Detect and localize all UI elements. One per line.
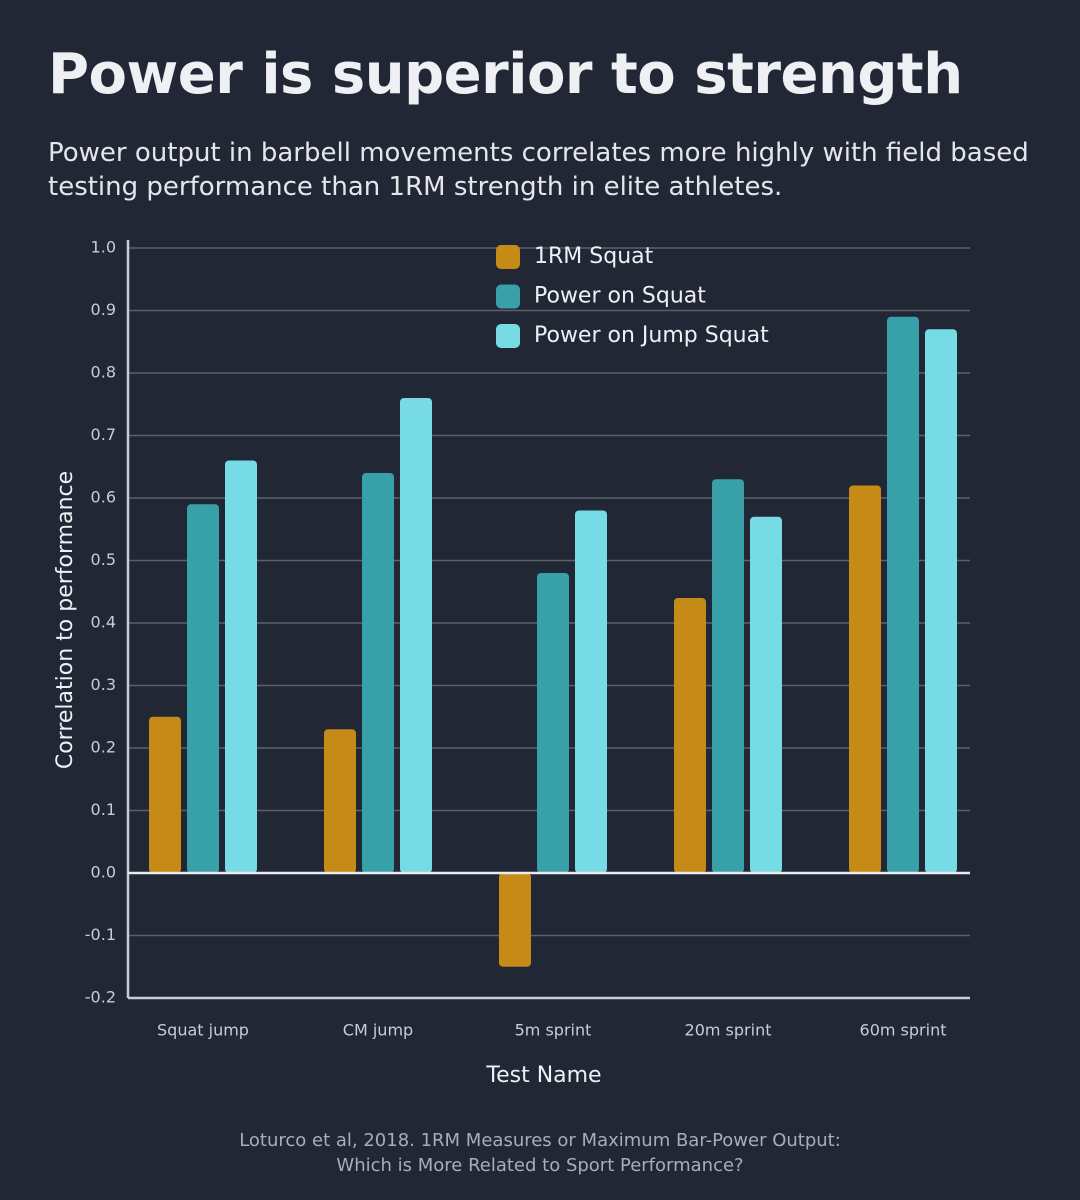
x-tick-label: 60m sprint [860, 1021, 947, 1040]
legend-swatch [496, 245, 520, 269]
legend-swatch [496, 284, 520, 309]
y-axis-label: Correlation to performance [53, 471, 78, 769]
legend-label: Power on Jump Squat [534, 323, 769, 348]
y-tick-label: -0.1 [85, 925, 116, 944]
legend-swatch [496, 324, 520, 348]
bar [362, 473, 394, 873]
bar [324, 729, 356, 873]
y-tick-label: 0.2 [91, 738, 116, 757]
bar [499, 873, 531, 967]
y-tick-label: -0.2 [85, 988, 116, 1007]
bar [925, 329, 957, 873]
y-tick-label: 0.5 [91, 550, 116, 569]
bar [149, 716, 181, 873]
bar [849, 485, 881, 873]
bar [400, 398, 432, 873]
source-note: Which is More Related to Sport Performan… [336, 1155, 743, 1176]
x-tick-label: Squat jump [157, 1021, 249, 1040]
y-tick-label: 0.8 [91, 363, 116, 382]
bar [575, 510, 607, 873]
y-tick-label: 0.6 [91, 488, 116, 507]
bar [537, 573, 569, 873]
bar [750, 516, 782, 873]
bar [887, 316, 919, 873]
y-tick-label: 0.0 [91, 863, 116, 882]
bar [225, 460, 257, 873]
y-tick-label: 0.1 [91, 800, 116, 819]
y-tick-label: 0.9 [91, 300, 116, 319]
chart-title: Power is superior to strength [48, 42, 963, 107]
chart-subtitle: Power output in barbell movements correl… [48, 138, 1029, 202]
bar [187, 504, 219, 873]
y-tick-label: 0.4 [91, 613, 116, 632]
x-tick-label: CM jump [343, 1021, 413, 1040]
legend-label: Power on Squat [534, 284, 706, 309]
y-tick-label: 0.7 [91, 425, 116, 444]
bar [674, 598, 706, 873]
y-tick-label: 1.0 [91, 238, 116, 257]
x-axis-label: Test Name [485, 1063, 601, 1088]
bar [712, 479, 744, 873]
x-tick-label: 5m sprint [515, 1021, 592, 1040]
y-tick-label: 0.3 [91, 675, 116, 694]
source-note: Loturco et al, 2018. 1RM Measures or Max… [239, 1130, 841, 1151]
x-tick-label: 20m sprint [685, 1021, 772, 1040]
legend-label: 1RM Squat [534, 244, 654, 269]
